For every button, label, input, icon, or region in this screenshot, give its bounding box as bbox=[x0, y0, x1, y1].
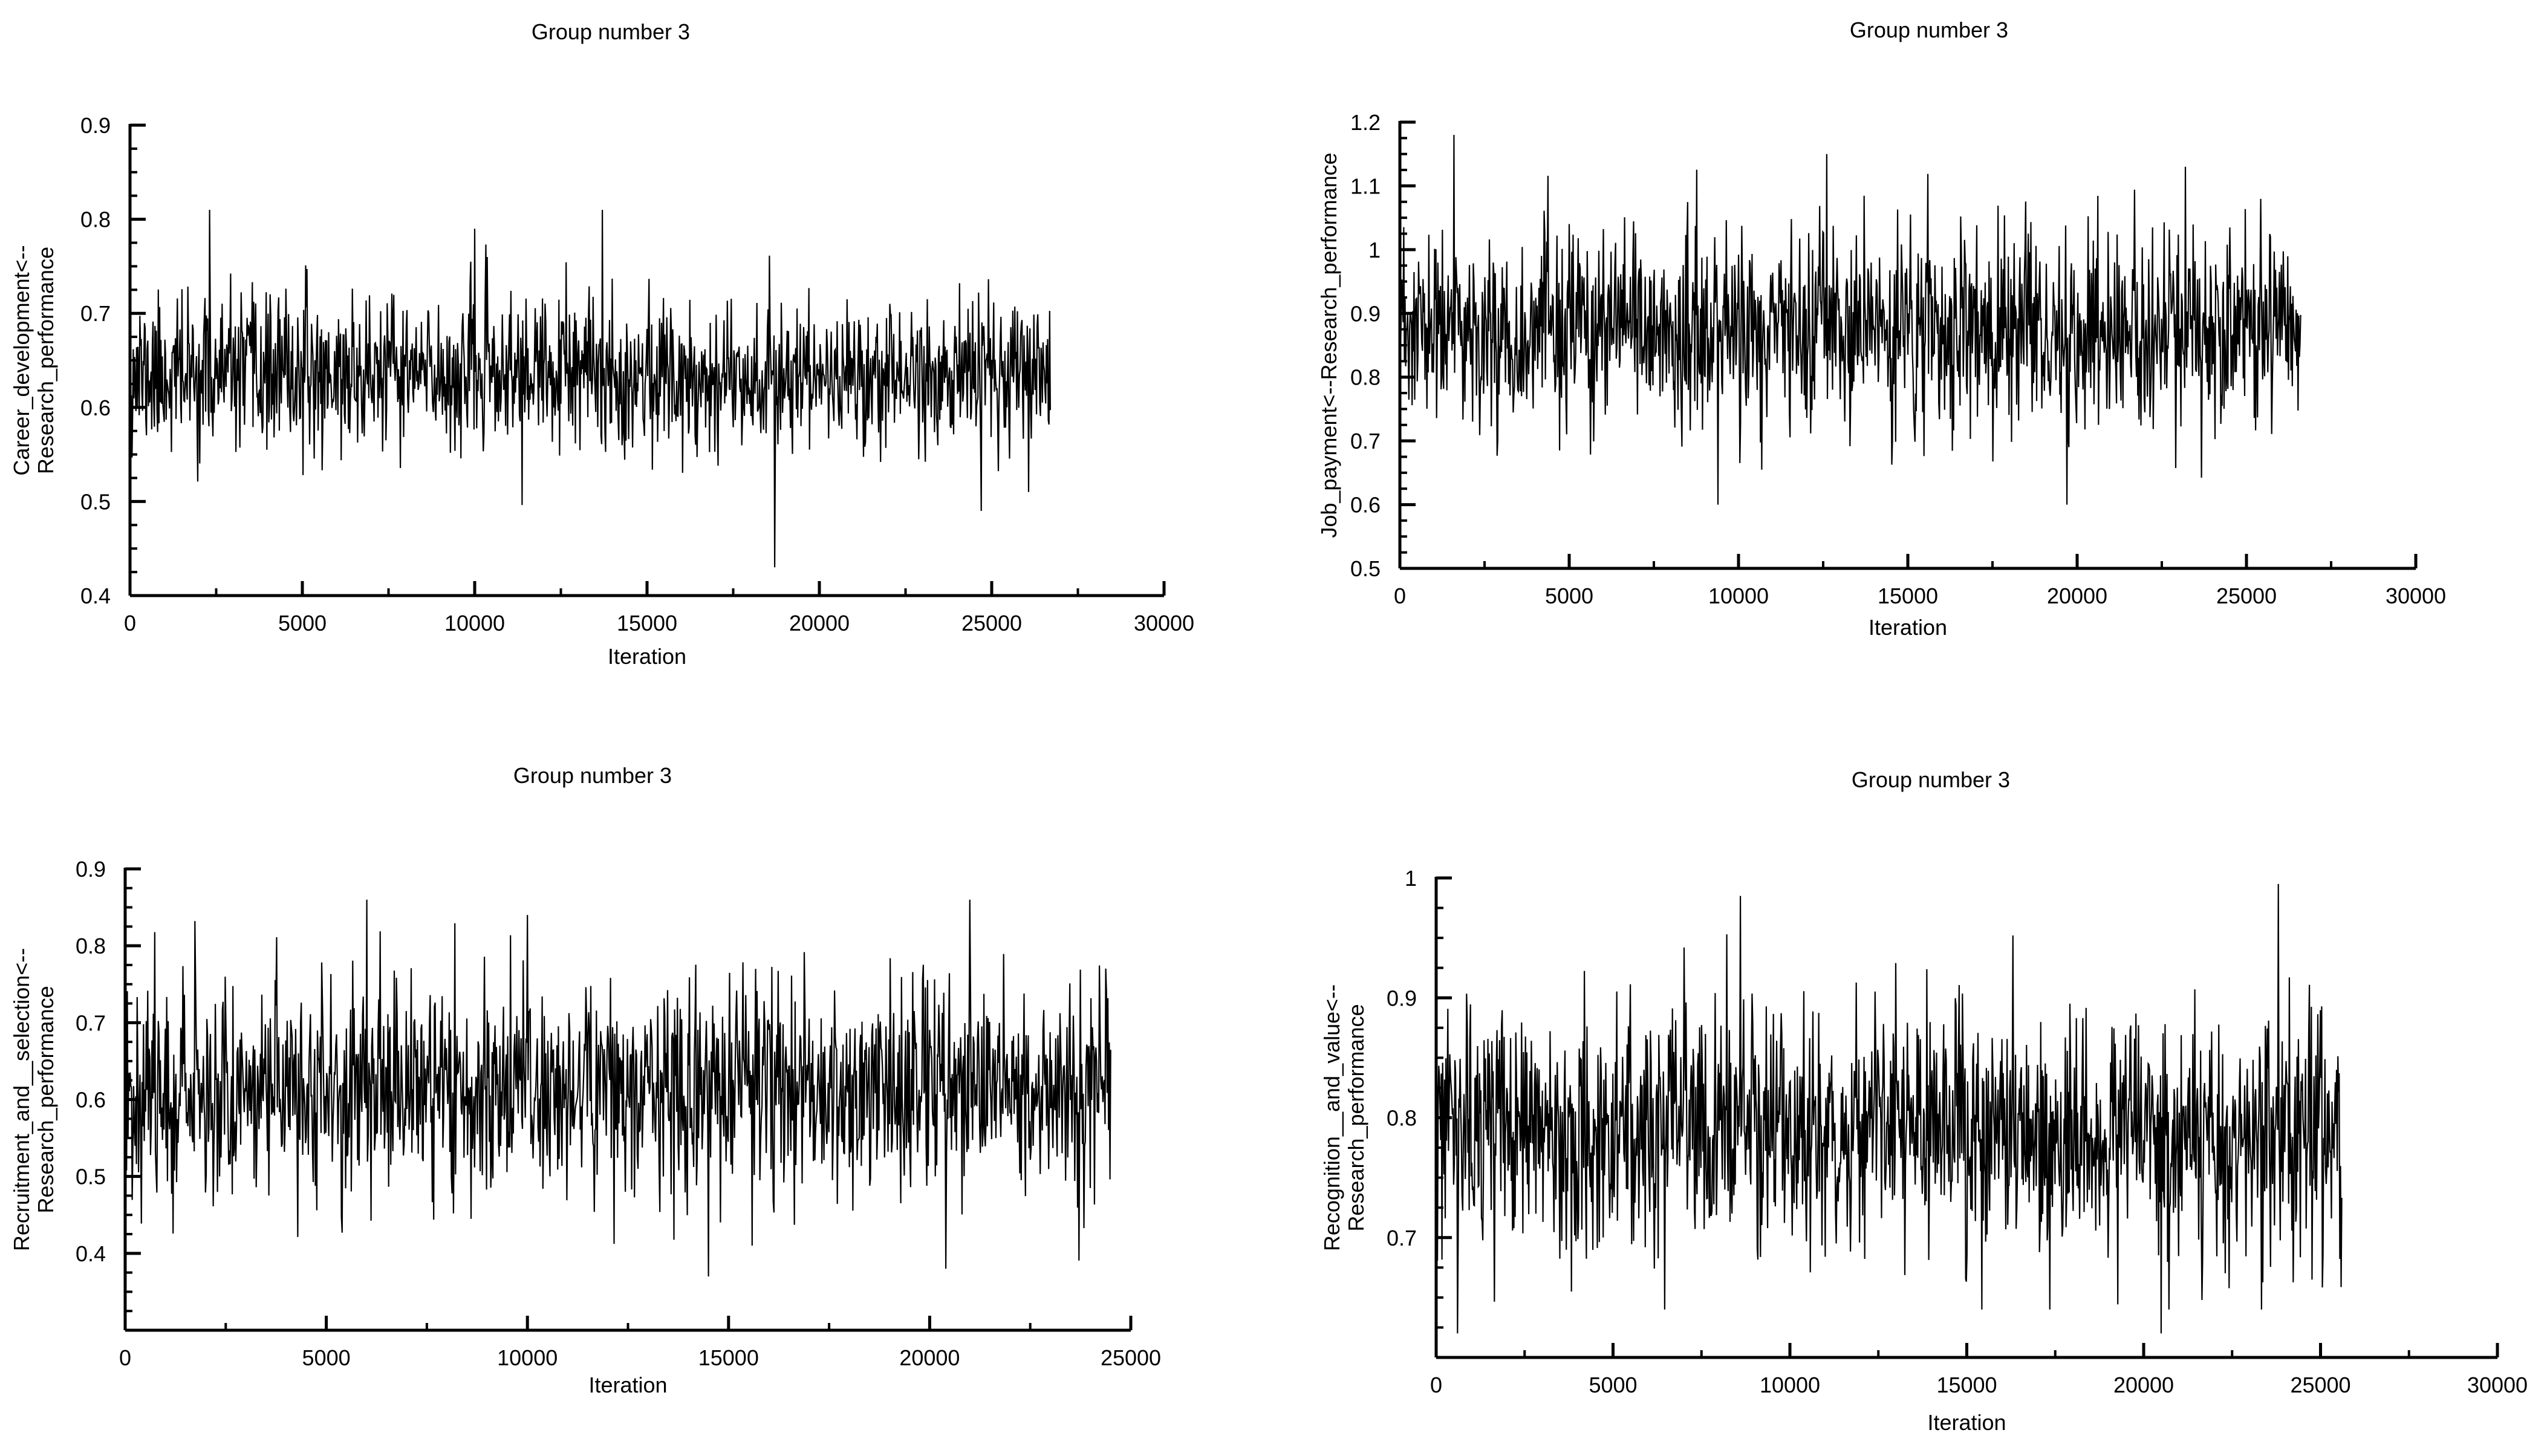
y-tick-label: 0.8 bbox=[76, 934, 106, 958]
x-tick-label: 0 bbox=[124, 611, 136, 635]
trace-panel-4: Group number 3 0.7 0.8 0.9 1 0 5000 10000 15000 2… bbox=[1319, 767, 2528, 1435]
x-tick-label: 20000 bbox=[2047, 583, 2107, 608]
y-tick-label: 0.7 bbox=[80, 301, 111, 326]
trace-panel-1: Group number 3 0.4 0.5 0.6 0.7 0.8 0.9 0 5000 100… bbox=[9, 19, 1194, 669]
y-tick-label: 0.7 bbox=[1387, 1226, 1417, 1250]
y-axis-label: Career_development<-- bbox=[9, 245, 34, 475]
y-axis-label: Recruitment_and__selection<-- bbox=[9, 948, 34, 1251]
x-tick-label: 15000 bbox=[617, 611, 677, 635]
y-tick-label: 0.7 bbox=[1350, 429, 1381, 453]
y-tick-label: 0.8 bbox=[1387, 1106, 1417, 1131]
x-axis-label: Iteration bbox=[588, 1373, 667, 1397]
y-tick-label: 0.6 bbox=[1350, 493, 1381, 518]
y-axis-label: Research_performance bbox=[33, 247, 58, 474]
x-tick-label: 20000 bbox=[899, 1345, 960, 1370]
x-tick-label: 30000 bbox=[2386, 583, 2446, 608]
x-tick-label: 25000 bbox=[2216, 583, 2277, 608]
x-tick-label: 30000 bbox=[1134, 611, 1194, 635]
x-tick-label: 15000 bbox=[1878, 583, 1938, 608]
trace-line bbox=[1399, 135, 2301, 505]
x-axis-label: Iteration bbox=[608, 644, 686, 669]
x-tick-label: 20000 bbox=[789, 611, 850, 635]
y-tick-label: 0.5 bbox=[76, 1165, 106, 1189]
trace-panel-3: Group number 3 0.4 0.5 0.6 0.7 0.8 0.9 0 5000 100… bbox=[9, 763, 1161, 1397]
chart-title: Group number 3 bbox=[1852, 767, 2010, 792]
y-tick-label: 0.6 bbox=[80, 395, 111, 420]
y-axis-label: Research_performance bbox=[1344, 1004, 1368, 1231]
trace-panel-2: Group number 3 0.5 0.6 0.7 0.8 0.9 1 1.1 1.2 0 500… bbox=[1316, 18, 2446, 640]
y-tick-label: 0.8 bbox=[1350, 365, 1381, 390]
y-axis-label: Recognition__and_value<-- bbox=[1319, 984, 1344, 1251]
x-axis-label: Iteration bbox=[1927, 1410, 2006, 1435]
chart-title: Group number 3 bbox=[532, 19, 690, 44]
x-tick-label: 10000 bbox=[444, 611, 505, 635]
y-tick-label: 0.5 bbox=[80, 489, 111, 514]
y-tick-label: 0.9 bbox=[1387, 986, 1417, 1010]
y-tick-label: 0.5 bbox=[1350, 556, 1381, 581]
x-tick-label: 25000 bbox=[961, 611, 1022, 635]
y-tick-label: 1.1 bbox=[1350, 174, 1381, 198]
y-tick-label: 0.9 bbox=[76, 857, 106, 882]
x-tick-label: 10000 bbox=[1760, 1373, 1820, 1397]
y-tick-label: 0.4 bbox=[80, 583, 111, 608]
y-tick-label: 0.8 bbox=[80, 207, 111, 232]
y-tick-label: 1 bbox=[1405, 866, 1417, 891]
y-tick-label: 0.6 bbox=[76, 1088, 106, 1113]
y-tick-label: 1.2 bbox=[1350, 110, 1381, 135]
trace-line bbox=[129, 209, 1051, 568]
y-tick-label: 0.9 bbox=[1350, 301, 1381, 326]
x-tick-label: 20000 bbox=[2113, 1373, 2174, 1397]
x-axis-label: Iteration bbox=[1869, 615, 1947, 640]
y-tick-label: 0.4 bbox=[76, 1241, 106, 1266]
y-tick-label: 0.7 bbox=[76, 1010, 106, 1035]
x-tick-label: 10000 bbox=[497, 1345, 558, 1370]
x-tick-label: 0 bbox=[1430, 1373, 1442, 1397]
trace-line bbox=[124, 899, 1111, 1277]
x-tick-label: 15000 bbox=[698, 1345, 759, 1370]
x-tick-label: 5000 bbox=[278, 611, 327, 635]
trace-line bbox=[1435, 883, 2343, 1334]
x-tick-label: 15000 bbox=[1936, 1373, 1997, 1397]
x-tick-label: 0 bbox=[119, 1345, 131, 1370]
y-tick-label: 1 bbox=[1368, 238, 1381, 262]
x-tick-label: 5000 bbox=[1589, 1373, 1637, 1397]
x-tick-label: 25000 bbox=[1101, 1345, 1161, 1370]
x-tick-label: 25000 bbox=[2290, 1373, 2350, 1397]
x-tick-label: 0 bbox=[1394, 583, 1406, 608]
y-tick-label: 0.9 bbox=[80, 113, 111, 138]
chart-title: Group number 3 bbox=[1850, 18, 2008, 42]
x-tick-label: 10000 bbox=[1708, 583, 1769, 608]
x-tick-label: 5000 bbox=[302, 1345, 351, 1370]
x-tick-label: 5000 bbox=[1545, 583, 1593, 608]
chart-title: Group number 3 bbox=[513, 763, 672, 788]
y-axis-label: Research_performance bbox=[33, 986, 58, 1213]
y-axis-label: Job_payment<--Research_performance bbox=[1316, 152, 1341, 538]
x-tick-label: 30000 bbox=[2467, 1373, 2528, 1397]
